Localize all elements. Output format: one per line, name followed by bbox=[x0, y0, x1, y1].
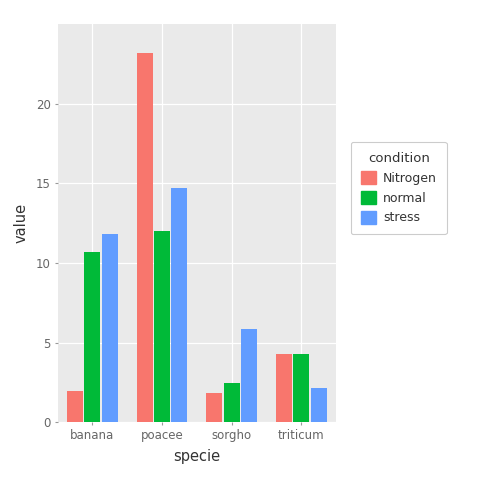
Bar bbox=[241, 329, 257, 422]
Bar bbox=[84, 252, 100, 422]
Bar bbox=[136, 53, 153, 422]
Bar bbox=[224, 383, 240, 422]
Bar bbox=[293, 354, 309, 422]
Bar bbox=[102, 234, 118, 422]
Bar bbox=[206, 393, 222, 422]
X-axis label: specie: specie bbox=[173, 449, 220, 464]
Y-axis label: value: value bbox=[14, 203, 29, 243]
Legend: Nitrogen, normal, stress: Nitrogen, normal, stress bbox=[350, 142, 447, 234]
Bar bbox=[311, 388, 327, 422]
Bar bbox=[276, 354, 292, 422]
Bar bbox=[171, 188, 188, 422]
Bar bbox=[154, 231, 170, 422]
Bar bbox=[67, 391, 83, 422]
